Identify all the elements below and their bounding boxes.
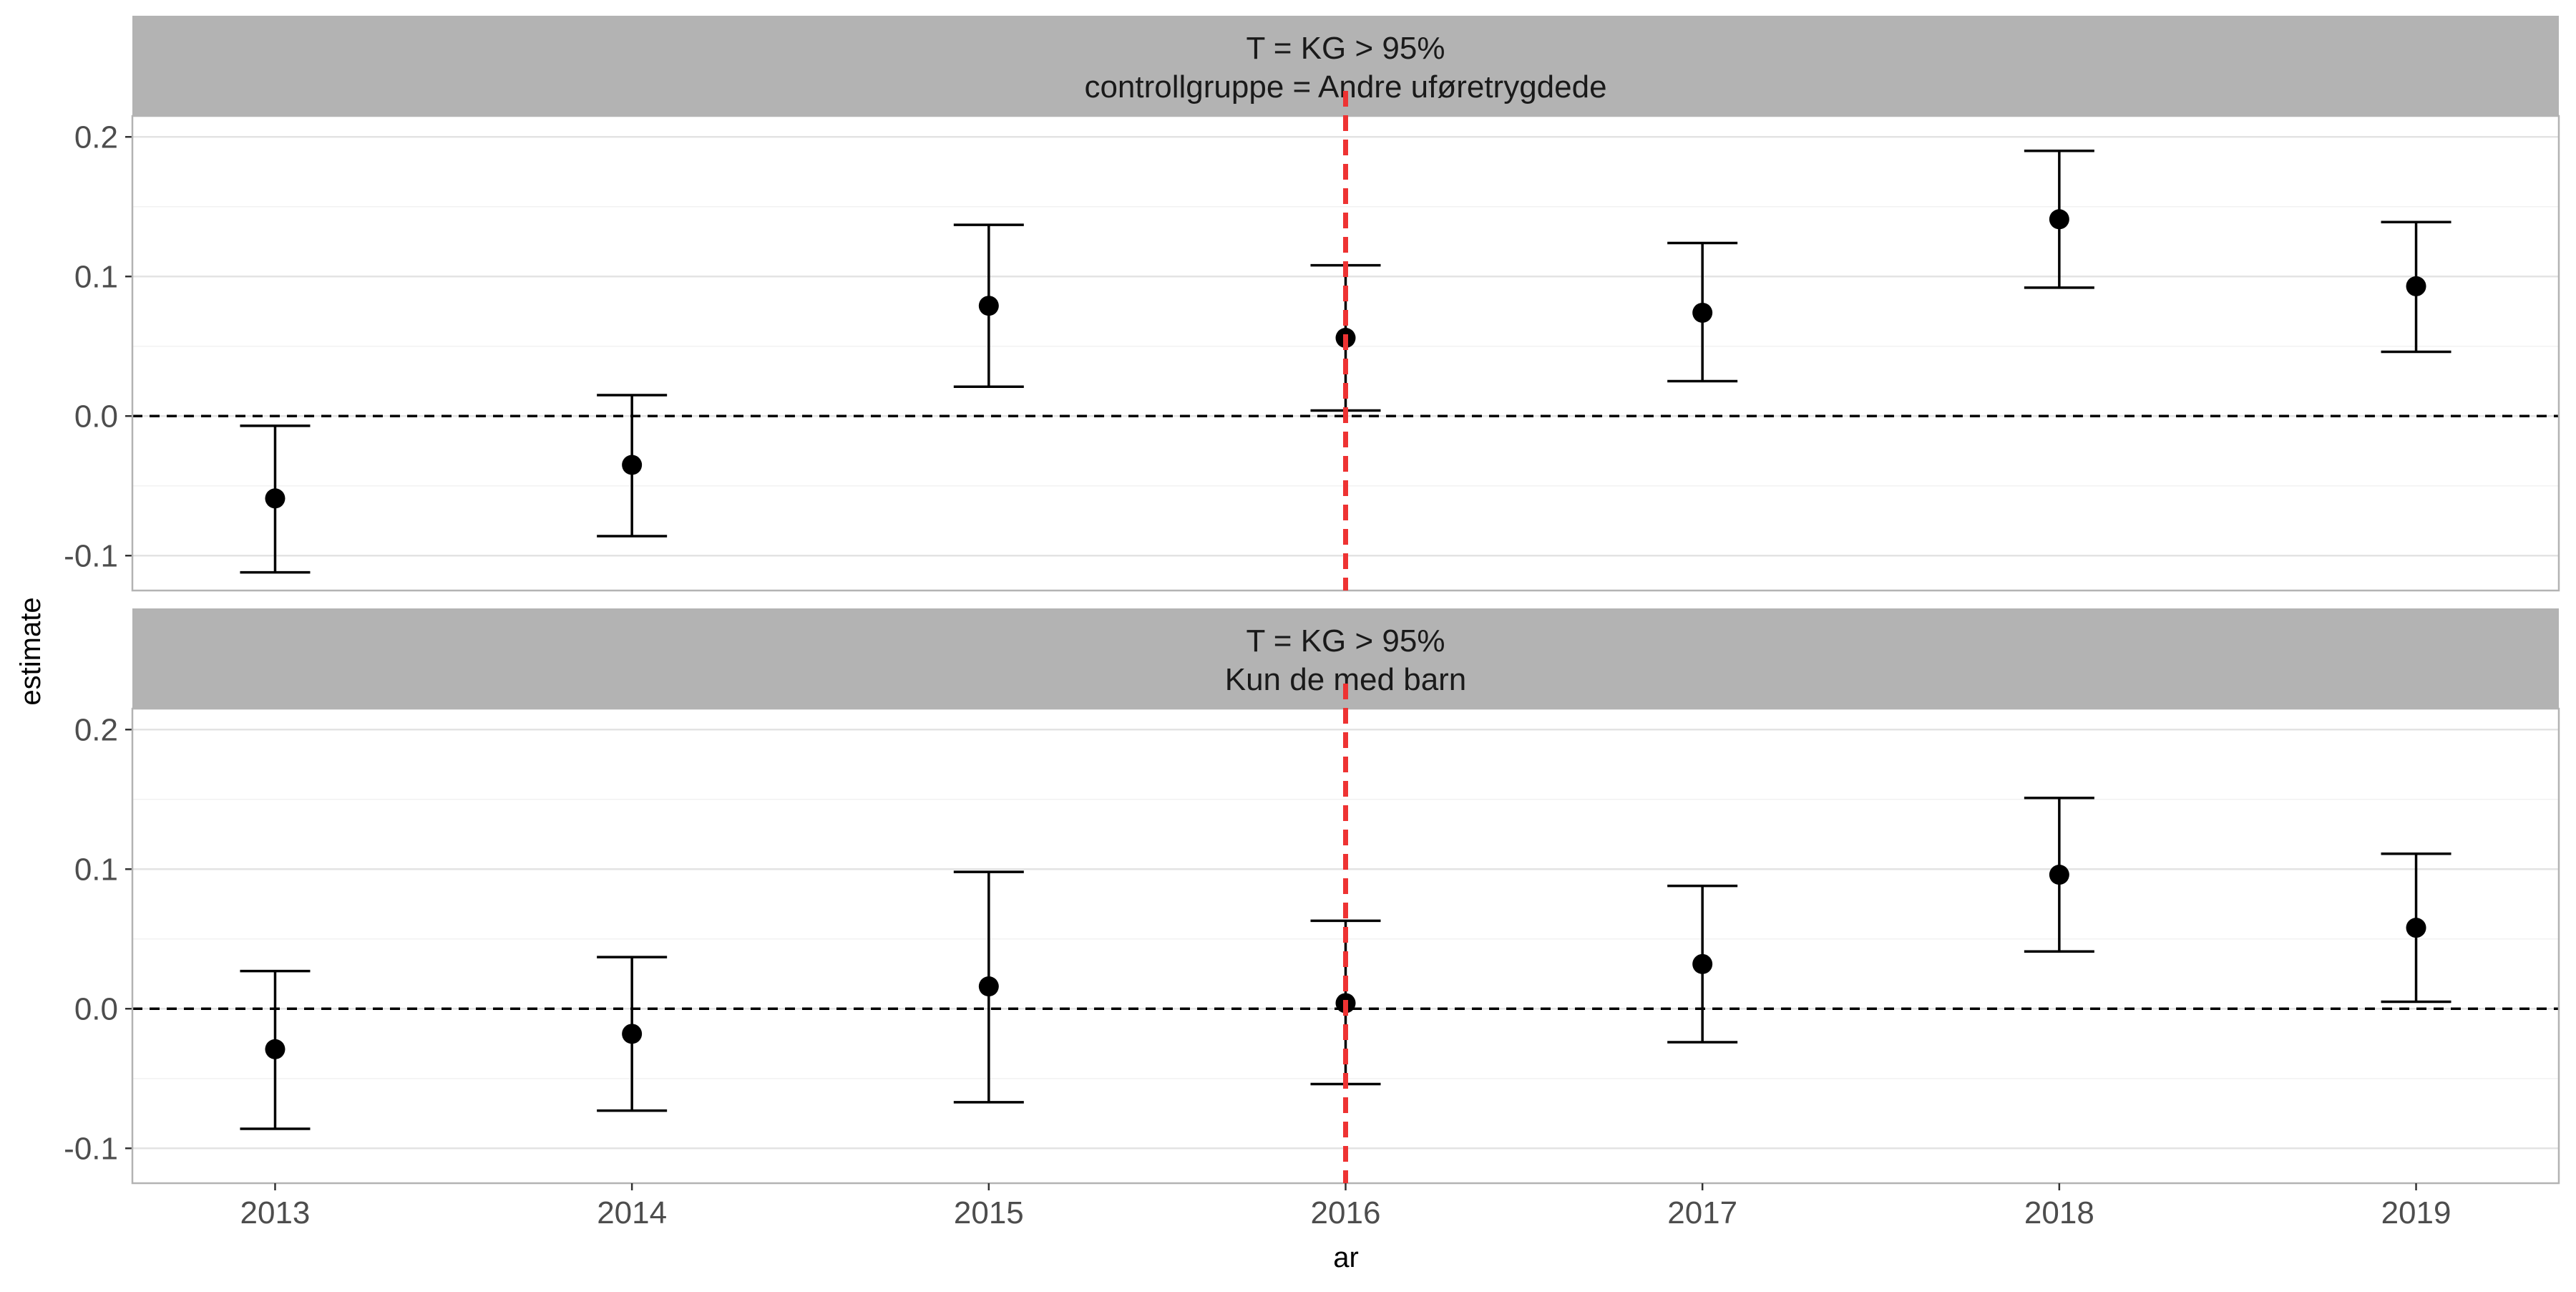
y-tick-label: 0.1	[74, 259, 118, 294]
y-tick-label: 0.0	[74, 991, 118, 1026]
estimate-point-2017	[1692, 953, 1713, 974]
estimate-point-2018	[2049, 865, 2069, 885]
facet-panel: -0.10.00.10.2T = KG > 95%controllgruppe …	[64, 16, 2560, 592]
estimate-point-2015	[978, 976, 999, 997]
errorbar-2018	[2024, 150, 2094, 289]
y-axis-title: estimate	[15, 597, 47, 705]
errorbar-2019	[2381, 853, 2451, 1004]
y-tick-label: 0.2	[74, 120, 118, 155]
errorbar-2019	[2381, 220, 2451, 354]
errorbar-2014	[597, 956, 668, 1112]
estimate-point-2014	[622, 455, 643, 475]
x-tick-label: 2019	[2381, 1195, 2451, 1230]
x-tick-label: 2015	[954, 1195, 1024, 1230]
x-tick-label: 2016	[1311, 1195, 1381, 1230]
estimate-point-2019	[2406, 276, 2426, 296]
estimate-point-2015	[978, 296, 999, 316]
errorbar-2013	[240, 424, 311, 574]
errorbar-2015	[953, 870, 1024, 1104]
errorbar-2018	[2024, 797, 2094, 953]
errorbar-2015	[953, 223, 1024, 389]
errorbar-2017	[1667, 241, 1738, 383]
estimate-point-2014	[622, 1024, 643, 1044]
strip-title-line1: T = KG > 95%	[1246, 623, 1445, 659]
y-tick-label: -0.1	[64, 538, 118, 573]
x-tick-label: 2013	[240, 1195, 311, 1230]
x-axis-title: ar	[1333, 1242, 1359, 1273]
errorbar-2013	[240, 969, 311, 1130]
estimate-point-2017	[1692, 302, 1713, 323]
y-tick-label: 0.0	[74, 399, 118, 434]
x-tick-label: 2014	[597, 1195, 667, 1230]
y-tick-label: 0.2	[74, 712, 118, 747]
x-tick-label: 2018	[2024, 1195, 2094, 1230]
errorbar-2017	[1667, 884, 1738, 1044]
estimate-point-2013	[265, 1039, 286, 1059]
facet-panel: -0.10.00.10.2T = KG > 95%Kun de med barn	[64, 608, 2560, 1185]
estimate-point-2018	[2049, 209, 2069, 230]
x-tick-label: 2017	[1667, 1195, 1737, 1230]
errorbar-2014	[597, 394, 668, 538]
estimate-point-2013	[265, 488, 286, 509]
y-tick-label: 0.1	[74, 852, 118, 887]
strip-title-line1: T = KG > 95%	[1246, 31, 1445, 66]
estimate-point-2019	[2406, 918, 2426, 938]
y-tick-label: -0.1	[64, 1131, 118, 1166]
